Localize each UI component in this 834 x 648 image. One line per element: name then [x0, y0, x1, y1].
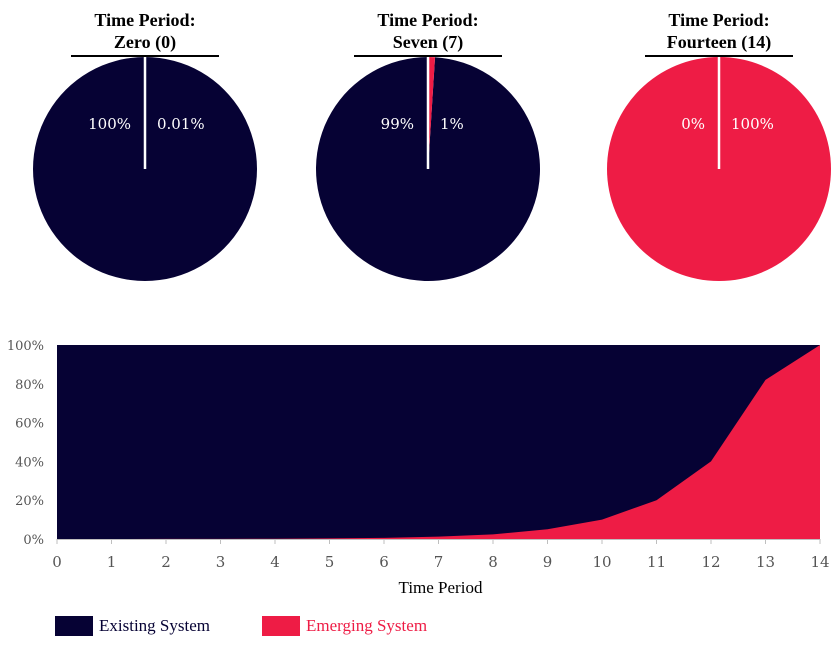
- pie-title: Time Period: Zero (0): [30, 9, 260, 53]
- legend-label-emerging: Emerging System: [306, 616, 428, 635]
- x-axis-title: Time Period: [399, 578, 483, 597]
- legend-item-emerging: Emerging System: [262, 616, 427, 636]
- pie-title-underline: [354, 55, 502, 57]
- pie-svg: 99% 1%: [316, 57, 540, 281]
- y-tick-label: 0%: [23, 533, 44, 548]
- x-tick-label: 3: [216, 553, 226, 571]
- x-tick-label: 7: [434, 553, 444, 571]
- x-tick-label: 4: [270, 553, 280, 571]
- pie-title-line2: Fourteen (14): [666, 32, 772, 52]
- x-tick-label: 11: [647, 553, 666, 571]
- x-tick-label: 12: [701, 553, 720, 571]
- pie-svg: 100% 0.01%: [33, 57, 257, 281]
- pie-title-line1: Time Period:: [668, 10, 770, 30]
- pie-label-existing: 0%: [681, 115, 705, 133]
- pie-chart-period-14: Time Period: Fourteen (14) 0% 100%: [604, 0, 834, 297]
- y-tick-label: 60%: [15, 417, 44, 432]
- pie-label-emerging: 100%: [731, 115, 774, 133]
- legend-swatch-emerging: [262, 616, 300, 636]
- pie-title: Time Period: Seven (7): [313, 9, 543, 53]
- y-tick-label: 80%: [15, 378, 44, 393]
- y-tick-label: 20%: [15, 494, 44, 509]
- pie-title: Time Period: Fourteen (14): [604, 9, 834, 53]
- x-tick-label: 8: [488, 553, 498, 571]
- area-chart: 0%20%40%60%80%100%0 1 2 3 4 5 6 7 8 9 10 11 12 13 14Ti…: [7, 339, 830, 597]
- pie-title-underline: [71, 55, 219, 57]
- legend-swatch-existing: [55, 616, 93, 636]
- pie-title-line2: Seven (7): [392, 32, 464, 52]
- pie-svg: 0% 100%: [607, 57, 831, 281]
- pie-title-underline: [645, 55, 793, 57]
- legend-item-existing: Existing System: [55, 616, 210, 636]
- x-tick-label: 6: [379, 553, 389, 571]
- pie-title-line1: Time Period:: [377, 10, 479, 30]
- x-tick-label: 9: [543, 553, 553, 571]
- y-tick-label: 40%: [15, 455, 44, 470]
- x-tick-label: 0: [52, 553, 62, 571]
- x-tick-label: 2: [161, 553, 171, 571]
- pie-label-emerging: 1%: [440, 115, 464, 133]
- legend: Existing System Emerging System: [0, 616, 834, 640]
- pie-label-existing: 99%: [381, 115, 414, 133]
- x-tick-label: 1: [107, 553, 117, 571]
- x-tick-label: 14: [810, 553, 829, 571]
- y-tick-label: 100%: [7, 339, 44, 354]
- area-emerging-system: [57, 345, 820, 539]
- x-tick-label: 5: [325, 553, 335, 571]
- legend-label-existing: Existing System: [99, 616, 210, 635]
- x-tick-label: 13: [756, 553, 775, 571]
- pie-chart-period-7: Time Period: Seven (7) 99% 1%: [313, 0, 543, 297]
- pie-label-emerging: 0.01%: [157, 115, 205, 133]
- pie-slice-emerging: [428, 57, 436, 169]
- pie-title-line1: Time Period:: [94, 10, 196, 30]
- pie-title-line2: Zero (0): [113, 32, 177, 52]
- x-tick-label: 10: [592, 553, 611, 571]
- pie-label-existing: 100%: [88, 115, 131, 133]
- pie-chart-period-0: Time Period: Zero (0) 100% 0.01%: [30, 0, 260, 297]
